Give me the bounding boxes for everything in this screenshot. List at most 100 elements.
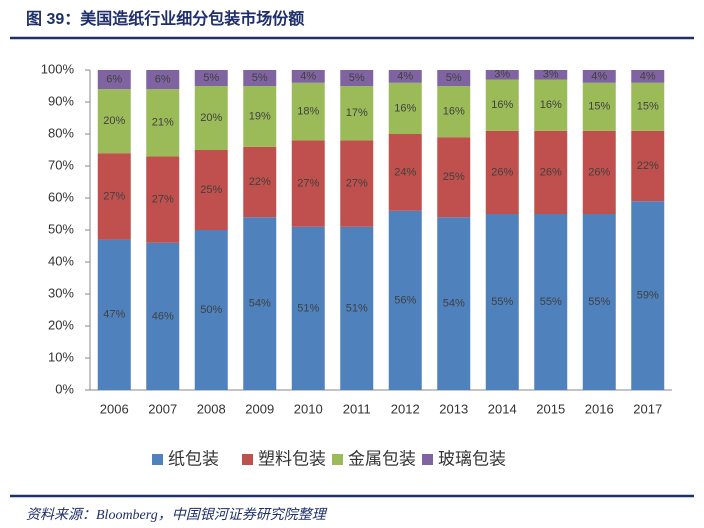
value-label: 5%: [203, 72, 219, 84]
y-tick-label: 100%: [41, 61, 75, 76]
bar-segment: [437, 70, 471, 86]
y-tick-label: 60%: [48, 189, 74, 204]
x-tick-label: 2007: [148, 401, 177, 416]
value-label: 19%: [249, 110, 271, 122]
bar-segment: [243, 217, 277, 390]
value-label: 4%: [300, 70, 316, 82]
bar-segment: [194, 230, 228, 390]
value-label: 55%: [491, 296, 513, 308]
legend-label: 金属包装: [348, 449, 416, 468]
value-label: 20%: [103, 115, 125, 127]
value-label: 16%: [443, 106, 465, 118]
value-label: 51%: [346, 302, 368, 314]
value-label: 27%: [346, 178, 368, 190]
x-tick-label: 2008: [197, 401, 226, 416]
value-label: 17%: [346, 107, 368, 119]
bar-segment: [485, 214, 519, 390]
y-tick-label: 0%: [55, 381, 74, 396]
bar-segment: [437, 217, 471, 390]
bar-segment: [485, 130, 519, 214]
bar-segment: [631, 201, 665, 390]
bar-segment: [146, 89, 180, 157]
value-label: 3%: [494, 69, 510, 81]
legend-swatch: [422, 454, 433, 465]
bar-segment: [582, 82, 616, 131]
bar-segment: [485, 70, 519, 80]
y-tick-label: 10%: [48, 349, 74, 364]
bar-segment: [194, 86, 228, 150]
y-tick-label: 80%: [48, 125, 74, 140]
legend-swatch: [152, 454, 163, 465]
value-label: 21%: [152, 117, 174, 129]
value-label: 56%: [394, 294, 416, 306]
y-tick-label: 40%: [48, 253, 74, 268]
bar-segment: [243, 146, 277, 218]
bar-segment: [340, 86, 374, 141]
legend-swatch: [242, 454, 253, 465]
bar-segment: [388, 210, 422, 390]
bar-segment: [388, 82, 422, 134]
bar-segment: [291, 82, 325, 141]
bar-segment: [243, 86, 277, 147]
x-tick-label: 2017: [633, 401, 662, 416]
value-label: 4%: [640, 70, 656, 82]
y-tick-label: 30%: [48, 285, 74, 300]
value-label: 16%: [491, 99, 513, 111]
bar-segment: [146, 70, 180, 90]
legend-label: 玻璃包装: [438, 449, 506, 468]
value-label: 47%: [103, 309, 125, 321]
value-label: 6%: [106, 74, 122, 86]
legend-swatch: [332, 454, 343, 465]
value-label: 4%: [591, 70, 607, 82]
bar-segment: [146, 156, 180, 243]
value-label: 22%: [637, 160, 659, 172]
value-label: 16%: [540, 99, 562, 111]
bar-segment: [291, 226, 325, 390]
value-label: 27%: [152, 194, 174, 206]
x-tick-label: 2012: [391, 401, 420, 416]
bar-segment: [534, 79, 568, 131]
x-tick-label: 2015: [536, 401, 565, 416]
bar-segment: [631, 130, 665, 202]
value-label: 22%: [249, 176, 271, 188]
value-label: 25%: [200, 184, 222, 196]
value-label: 27%: [103, 190, 125, 202]
bar-segment: [534, 70, 568, 80]
bar-segment: [582, 214, 616, 390]
value-label: 46%: [152, 310, 174, 322]
bar-segment: [582, 130, 616, 214]
bar-segment: [340, 140, 374, 227]
value-label: 4%: [397, 70, 413, 82]
source-note: 资料来源：Bloomberg，中国银河证券研究院整理: [26, 507, 328, 523]
value-label: 55%: [540, 296, 562, 308]
bar-segment: [146, 242, 180, 390]
value-label: 5%: [446, 72, 462, 84]
bar-segment: [97, 153, 131, 240]
bar-segment: [97, 70, 131, 90]
value-label: 3%: [543, 69, 559, 81]
value-label: 54%: [443, 298, 465, 310]
value-label: 24%: [394, 166, 416, 178]
bar-segment: [485, 79, 519, 131]
y-tick-label: 70%: [48, 157, 74, 172]
x-tick-label: 2006: [100, 401, 129, 416]
bar-segment: [388, 134, 422, 211]
x-tick-label: 2013: [439, 401, 468, 416]
value-label: 5%: [252, 72, 268, 84]
value-label: 18%: [297, 106, 319, 118]
bar-segment: [437, 86, 471, 138]
value-label: 15%: [637, 101, 659, 113]
x-tick-label: 2011: [343, 401, 371, 416]
bar-segment: [194, 150, 228, 230]
value-label: 51%: [297, 302, 319, 314]
y-tick-label: 50%: [48, 221, 74, 236]
x-tick-label: 2014: [488, 401, 517, 416]
bar-segment: [631, 82, 665, 131]
value-label: 16%: [394, 102, 416, 114]
bar-segment: [534, 130, 568, 214]
value-label: 5%: [349, 72, 365, 84]
value-label: 50%: [200, 304, 222, 316]
value-label: 20%: [200, 112, 222, 124]
x-tick-label: 2010: [294, 401, 323, 416]
